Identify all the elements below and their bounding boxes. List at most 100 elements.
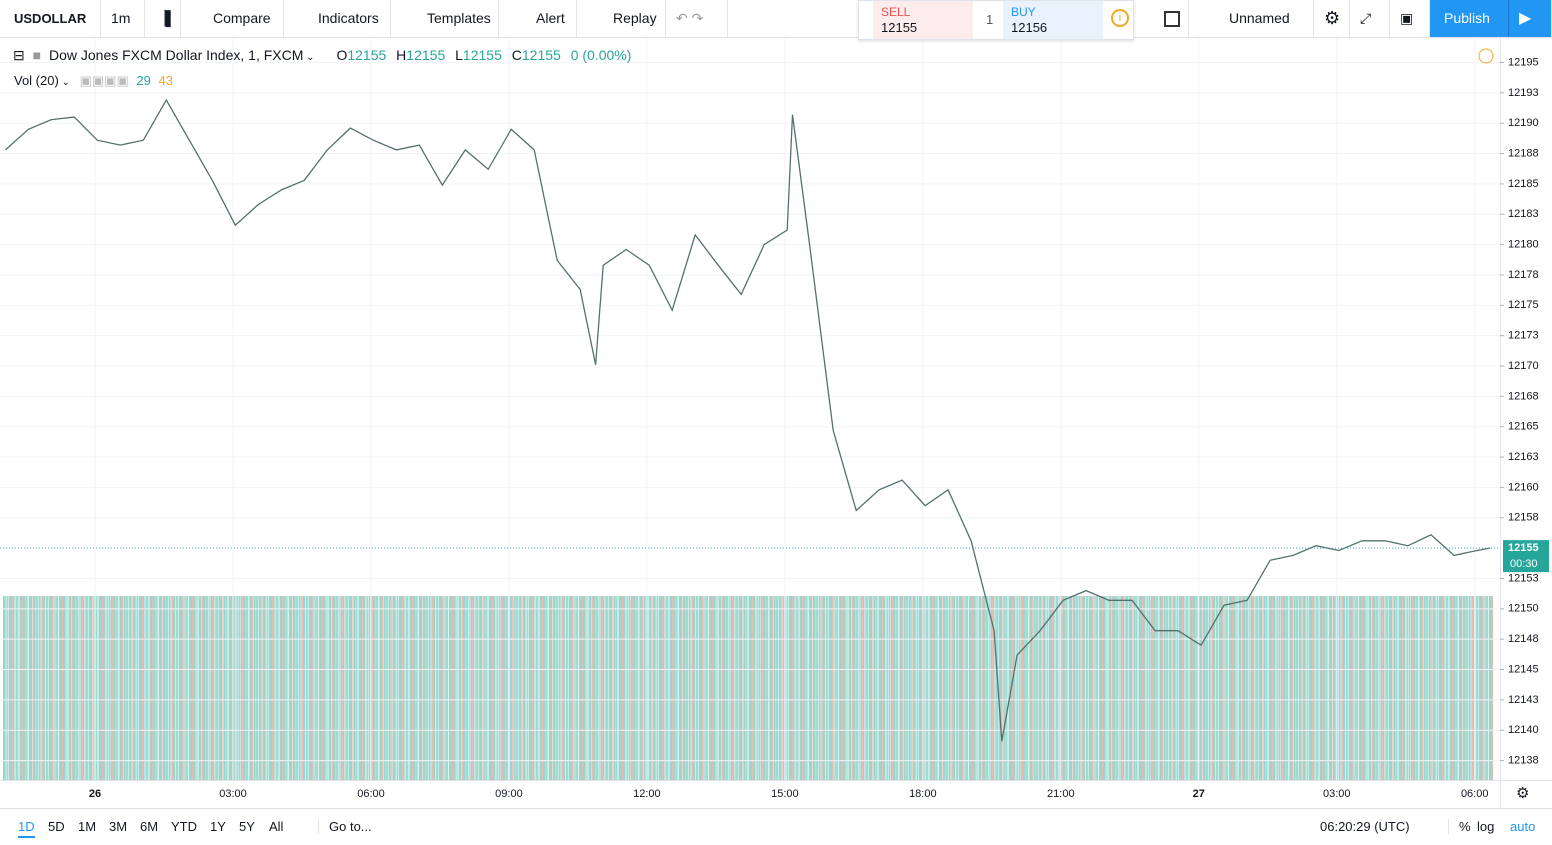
x-tick-label: 21:00 xyxy=(1047,788,1075,800)
y-tick-label: 12165 xyxy=(1508,421,1539,433)
bottom-bar: 1D 5D 1M 3M 6M YTD 1Y 5Y All Go to... 06:20:29 (UT… xyxy=(0,808,1552,845)
x-tick-label: 12:00 xyxy=(633,788,661,800)
range-button[interactable]: 5Y xyxy=(239,819,255,834)
interval[interactable]: 1m xyxy=(101,0,145,37)
publish[interactable]: Publish xyxy=(1430,0,1508,37)
y-tick-label: 12148 xyxy=(1508,633,1539,645)
volume-label: Vol (20) xyxy=(14,73,59,88)
y-tick-label: 12180 xyxy=(1508,239,1539,251)
quantity[interactable]: 1 xyxy=(986,12,994,27)
y-tick-label: 12150 xyxy=(1508,603,1539,615)
x-tick-label: 26 xyxy=(89,788,101,800)
open: 12155 xyxy=(347,47,387,63)
settings[interactable]: ⚙ xyxy=(1314,0,1350,37)
countdown: 00:30 xyxy=(1510,558,1538,570)
y-tick-label: 12140 xyxy=(1508,724,1539,736)
replay[interactable]: Replay xyxy=(577,0,666,37)
high-label: H xyxy=(396,47,407,63)
settings-icon: ⚙ xyxy=(1516,785,1529,802)
x-tick-label: 06:00 xyxy=(357,788,385,800)
buy-price: 12156 xyxy=(1011,20,1048,35)
y-tick-label: 12195 xyxy=(1508,56,1539,68)
y-tick-label: 12183 xyxy=(1508,208,1539,220)
buy-button[interactable]: BUY 12156 xyxy=(1003,1,1103,39)
snapshot[interactable]: ▣ xyxy=(1390,0,1430,37)
toolbar: USDOLLAR 1m ▕▌ Compare Indicators Templa… xyxy=(0,0,1552,40)
sell-label: SELL xyxy=(881,5,911,19)
buy-label: BUY xyxy=(1011,5,1036,19)
range-button[interactable]: 1D xyxy=(18,819,35,838)
y-tick-label: 12168 xyxy=(1508,390,1539,402)
range-button[interactable]: 6M xyxy=(140,819,159,834)
x-tick-label: 03:00 xyxy=(219,788,247,800)
y-tick-label: 12170 xyxy=(1508,360,1539,372)
y-tick-label: 12173 xyxy=(1508,330,1539,342)
clock: 06:20:29 (UTC) xyxy=(1320,819,1410,834)
range-button[interactable]: All xyxy=(269,819,284,834)
chart: 12195 12193 12190 12188 12185 12183 12180 12178… xyxy=(0,37,1552,808)
templates[interactable]: Templates xyxy=(391,0,499,37)
percent-toggle[interactable]: % xyxy=(1448,819,1471,834)
volume-buttons[interactable]: ▣▣▣▣ xyxy=(79,73,129,88)
y-tick-label: 12193 xyxy=(1508,87,1539,99)
y-tick-label: 12175 xyxy=(1508,299,1539,311)
y-tick-label: 12188 xyxy=(1508,147,1539,159)
sell-button[interactable]: SELL 12155 xyxy=(873,1,973,39)
y-tick-label: 12163 xyxy=(1508,451,1539,463)
high: 12155 xyxy=(406,47,446,63)
symbol[interactable]: USDOLLAR xyxy=(0,0,101,37)
auto-toggle[interactable]: auto xyxy=(1510,819,1536,834)
x-tick-label: 03:00 xyxy=(1323,788,1351,800)
y-tick-label: 12158 xyxy=(1508,512,1539,524)
y-tick-label: 12153 xyxy=(1508,572,1539,584)
compare[interactable]: Compare xyxy=(181,0,284,37)
open-label: O xyxy=(336,47,348,63)
sell-price: 12155 xyxy=(881,20,918,35)
x-tick-label: 15:00 xyxy=(771,788,799,800)
x-tick-label: 18:00 xyxy=(909,788,937,800)
y-tick-label: 12185 xyxy=(1508,178,1539,190)
range-button[interactable]: 1Y xyxy=(210,819,226,834)
y-tick-label: 12160 xyxy=(1508,481,1539,493)
publish-play[interactable]: ▶ xyxy=(1508,0,1552,37)
range-button[interactable]: 1M xyxy=(78,819,97,834)
indicators[interactable]: Indicators xyxy=(284,0,391,37)
range-button[interactable]: 3M xyxy=(109,819,128,834)
trade-panel: SELL 12155 1 BUY 12156 i xyxy=(858,0,1134,40)
fullscreen[interactable]: ⤢ xyxy=(1350,0,1390,37)
alert[interactable]: Alert xyxy=(499,0,577,37)
last-price-box xyxy=(1503,540,1549,573)
undo-redo[interactable]: ↶ ↷ xyxy=(666,0,728,37)
close-label: C xyxy=(511,47,522,63)
main-legend: ⊟ ■ Dow Jones FXCM Dollar Index, 1, FXCM… xyxy=(13,47,632,63)
x-tick-label: 27 xyxy=(1193,788,1205,800)
series-name: Dow Jones FXCM Dollar Index, 1, FXCM xyxy=(48,47,304,63)
range-button[interactable]: YTD xyxy=(171,819,197,834)
volume-legend: Vol (20) ⌄ ▣▣▣▣ 29 43 xyxy=(14,73,173,88)
close: 12155 xyxy=(521,47,561,63)
info-icon[interactable]: i xyxy=(1111,9,1129,27)
y-tick-label: 12138 xyxy=(1508,754,1539,766)
y-tick-label: 12143 xyxy=(1508,694,1539,706)
y-tick-label: 12178 xyxy=(1508,269,1539,281)
log-toggle[interactable]: log xyxy=(1477,819,1495,834)
volume-band xyxy=(3,596,1493,780)
layout-name[interactable]: Unnamed xyxy=(1188,0,1314,37)
flag: ■ xyxy=(32,47,42,63)
low: 12155 xyxy=(462,47,502,63)
alert-icon xyxy=(1478,48,1494,64)
x-tick-label: 09:00 xyxy=(495,788,523,800)
price-line xyxy=(4,98,1491,742)
change: 0 (0.00%) xyxy=(570,47,632,63)
range-button[interactable]: 5D xyxy=(48,819,65,834)
volume-value2: 43 xyxy=(158,73,173,88)
last-price-label: 12155 xyxy=(1508,542,1539,554)
collapse[interactable]: ⊟ xyxy=(13,47,25,63)
chart-style[interactable]: ▕▌ xyxy=(145,0,181,37)
low-label: L xyxy=(455,47,463,63)
volume-value1: 29 xyxy=(136,73,151,88)
x-tick-label: 06:00 xyxy=(1461,788,1489,800)
goto[interactable]: Go to... xyxy=(318,819,372,834)
rectangle-icon[interactable] xyxy=(1164,11,1180,27)
